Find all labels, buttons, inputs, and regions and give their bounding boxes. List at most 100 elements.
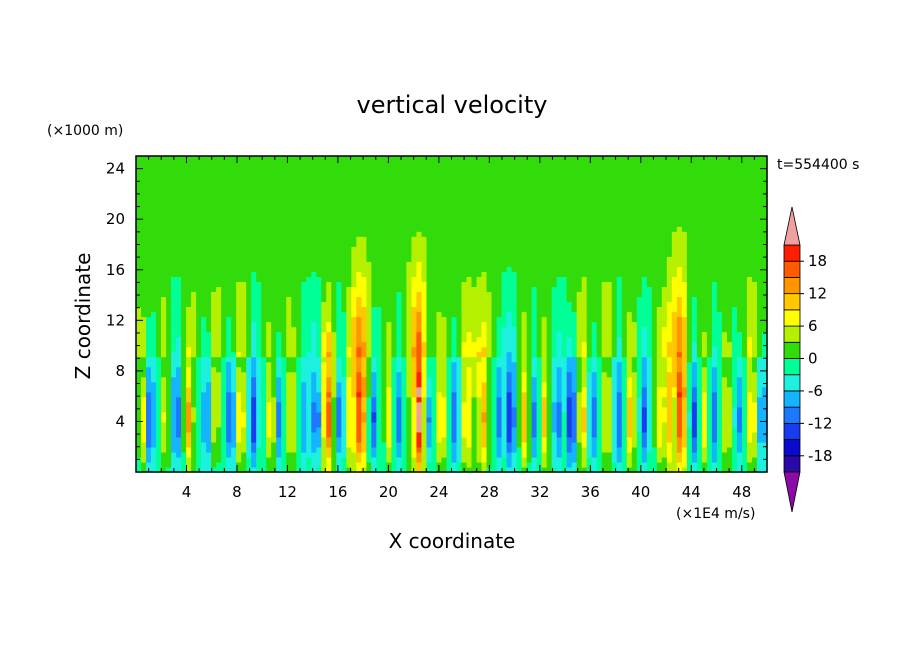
heatmap-cell bbox=[396, 271, 403, 277]
heatmap-cell bbox=[291, 396, 297, 403]
heatmap-cell bbox=[221, 326, 227, 333]
heatmap-cell bbox=[276, 261, 282, 267]
heatmap-cell bbox=[481, 156, 488, 162]
heatmap-cell bbox=[406, 346, 413, 353]
heatmap-cell bbox=[451, 341, 458, 348]
heatmap-cell bbox=[466, 246, 473, 252]
heatmap-cell bbox=[476, 206, 483, 212]
heatmap-cell bbox=[161, 331, 167, 338]
heatmap-cell bbox=[321, 436, 327, 443]
heatmap-cell bbox=[331, 221, 337, 227]
heatmap-cell bbox=[491, 231, 498, 237]
heatmap-cell bbox=[191, 166, 197, 172]
heatmap-cell bbox=[246, 411, 252, 418]
heatmap-cell bbox=[516, 416, 523, 423]
heatmap-cell bbox=[381, 381, 387, 388]
heatmap-cell bbox=[341, 196, 347, 202]
heatmap-cell bbox=[471, 381, 478, 388]
heatmap-cell bbox=[166, 396, 172, 403]
heatmap-cell bbox=[176, 456, 182, 463]
heatmap-cell bbox=[426, 416, 433, 423]
heatmap-cell bbox=[296, 386, 302, 393]
heatmap-cell bbox=[456, 311, 463, 318]
heatmap-cell bbox=[141, 461, 147, 468]
heatmap-cell bbox=[231, 426, 237, 433]
heatmap-cell bbox=[331, 206, 337, 212]
heatmap-cell bbox=[286, 341, 292, 348]
heatmap-cell bbox=[426, 236, 433, 242]
heatmap-cell bbox=[466, 176, 473, 182]
heatmap-cell bbox=[261, 291, 267, 298]
heatmap-cell bbox=[326, 456, 332, 463]
heatmap-cell bbox=[416, 171, 423, 177]
heatmap-cell bbox=[421, 391, 428, 398]
heatmap-cell bbox=[511, 451, 518, 458]
heatmap-cell bbox=[506, 361, 513, 368]
heatmap-cell bbox=[161, 201, 167, 207]
heatmap-cell bbox=[361, 336, 367, 343]
heatmap-cell bbox=[376, 381, 382, 388]
heatmap-cell bbox=[391, 221, 398, 227]
heatmap-cell bbox=[186, 271, 192, 277]
heatmap-cell bbox=[261, 171, 267, 177]
heatmap-cell bbox=[141, 241, 147, 247]
heatmap-cell bbox=[426, 381, 433, 388]
heatmap-cell bbox=[416, 166, 423, 172]
heatmap-cell bbox=[411, 341, 418, 348]
heatmap-cell bbox=[156, 376, 162, 383]
heatmap-cell bbox=[516, 236, 523, 242]
heatmap-cell bbox=[171, 191, 177, 197]
heatmap-cell bbox=[401, 406, 408, 413]
heatmap-cell bbox=[421, 311, 428, 318]
heatmap-cell bbox=[241, 181, 247, 187]
heatmap-cell bbox=[431, 271, 438, 277]
heatmap-cell bbox=[281, 431, 287, 438]
heatmap-cell bbox=[211, 421, 217, 428]
heatmap-cell bbox=[396, 201, 403, 207]
heatmap-cell bbox=[471, 371, 478, 378]
heatmap-cell bbox=[406, 216, 413, 222]
heatmap-cell bbox=[166, 246, 172, 252]
heatmap-cell bbox=[136, 271, 142, 277]
heatmap-cell bbox=[356, 306, 362, 313]
heatmap-cell bbox=[231, 416, 237, 423]
heatmap-cell bbox=[521, 311, 528, 318]
heatmap-cell bbox=[196, 251, 202, 257]
heatmap-cell bbox=[521, 301, 528, 308]
heatmap-cell bbox=[341, 421, 347, 428]
heatmap-cell bbox=[466, 396, 473, 403]
heatmap-cell bbox=[186, 316, 192, 323]
heatmap-cell bbox=[351, 186, 357, 192]
heatmap-cell bbox=[506, 426, 513, 433]
heatmap-cell bbox=[261, 196, 267, 202]
heatmap-cell bbox=[426, 281, 433, 288]
heatmap-cell bbox=[356, 316, 362, 323]
heatmap-cell bbox=[466, 406, 473, 413]
heatmap-cell bbox=[216, 301, 222, 308]
heatmap-cell bbox=[476, 261, 483, 267]
heatmap-cell bbox=[211, 386, 217, 393]
heatmap-cell bbox=[216, 316, 222, 323]
heatmap-cell bbox=[296, 381, 302, 388]
heatmap-cell bbox=[381, 386, 387, 393]
heatmap-cell bbox=[211, 306, 217, 313]
heatmap-cell bbox=[381, 456, 387, 463]
heatmap-cell bbox=[211, 321, 217, 328]
heatmap-cell bbox=[441, 451, 448, 458]
heatmap-cell bbox=[151, 191, 157, 197]
heatmap-cell bbox=[331, 456, 337, 463]
heatmap-cell bbox=[526, 396, 533, 403]
heatmap-cell bbox=[326, 351, 332, 358]
heatmap-cell bbox=[376, 376, 382, 383]
heatmap-cell bbox=[361, 221, 367, 227]
heatmap-cell bbox=[266, 246, 272, 252]
heatmap-cell bbox=[391, 261, 398, 267]
heatmap-cell bbox=[361, 256, 367, 262]
heatmap-cell bbox=[181, 176, 187, 182]
heatmap-cell bbox=[301, 186, 307, 192]
heatmap-cell bbox=[186, 256, 192, 262]
heatmap-cell bbox=[351, 396, 357, 403]
heatmap-cell bbox=[511, 316, 518, 323]
heatmap-cell bbox=[411, 231, 418, 237]
heatmap-cell bbox=[181, 426, 187, 433]
